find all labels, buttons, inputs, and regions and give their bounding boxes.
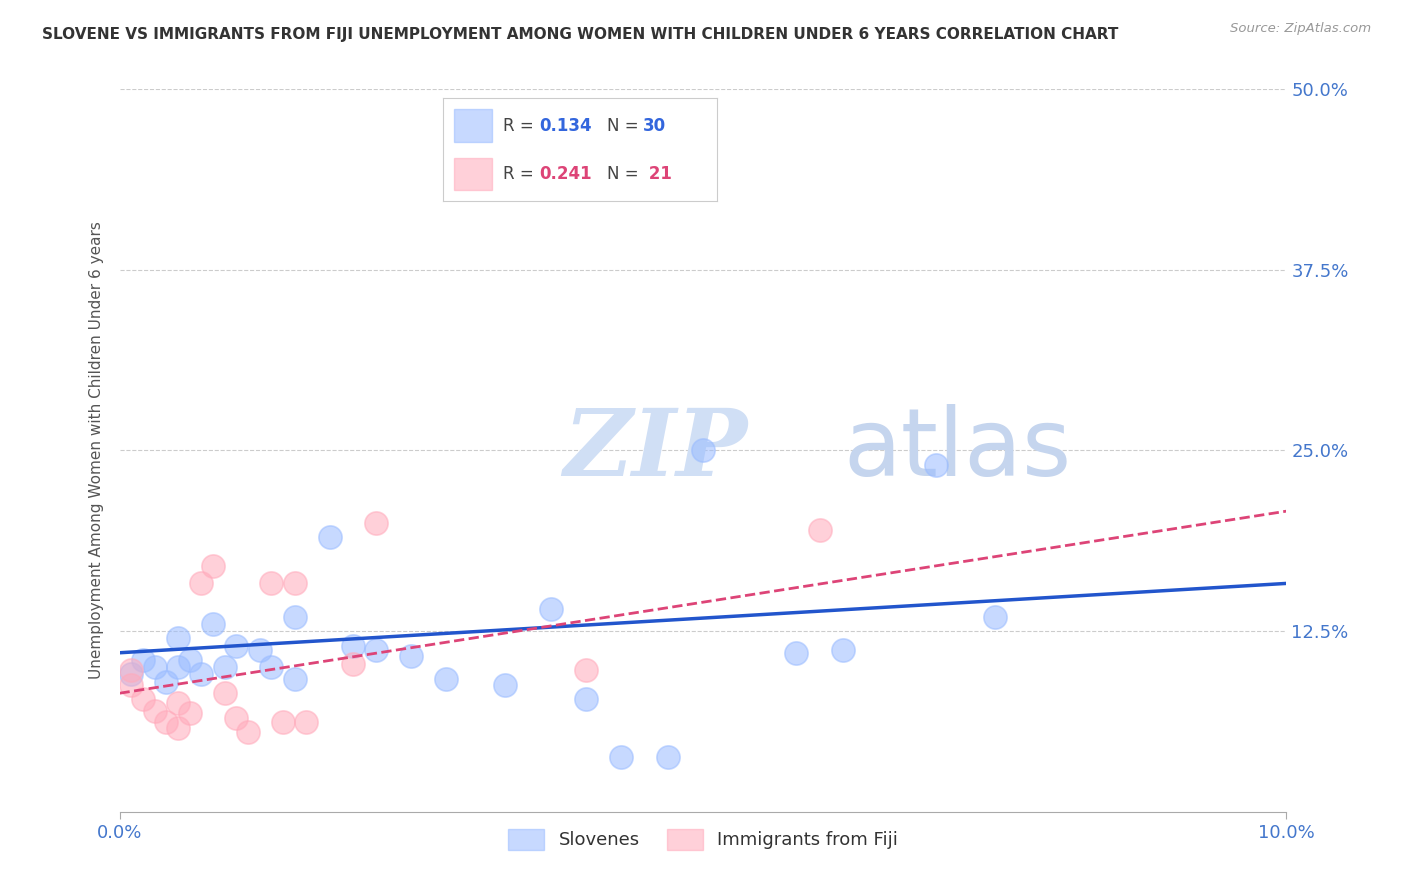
Text: atlas: atlas [844, 404, 1071, 497]
Point [925, 458, 948, 472]
Point [132, 653, 155, 667]
Point [295, 715, 318, 730]
Point [225, 639, 247, 653]
Point [120, 663, 142, 677]
Text: N =: N = [607, 165, 644, 183]
Point [401, 648, 423, 663]
Point [657, 749, 679, 764]
Point [120, 667, 142, 681]
Point [225, 711, 247, 725]
Point [808, 523, 831, 537]
Point [166, 721, 188, 735]
Point [540, 602, 562, 616]
Text: ZIP: ZIP [562, 406, 747, 495]
Point [236, 725, 259, 739]
Text: 0.134: 0.134 [538, 117, 592, 135]
Text: 30: 30 [643, 117, 666, 135]
Point [366, 516, 388, 530]
Point [155, 674, 177, 689]
Text: 0.241: 0.241 [538, 165, 592, 183]
Point [201, 616, 224, 631]
Point [494, 677, 516, 691]
Point [318, 530, 340, 544]
Text: R =: R = [503, 117, 540, 135]
Legend: Slovenes, Immigrants from Fiji: Slovenes, Immigrants from Fiji [501, 822, 905, 857]
Point [366, 643, 388, 657]
Bar [454, 110, 492, 142]
Point [166, 660, 188, 674]
Text: N =: N = [607, 117, 644, 135]
Point [132, 692, 155, 706]
Point [434, 672, 457, 686]
Point [143, 660, 166, 674]
Text: SLOVENE VS IMMIGRANTS FROM FIJI UNEMPLOYMENT AMONG WOMEN WITH CHILDREN UNDER 6 Y: SLOVENE VS IMMIGRANTS FROM FIJI UNEMPLOY… [42, 27, 1119, 42]
Text: R =: R = [503, 165, 540, 183]
Text: 21: 21 [643, 165, 672, 183]
Point [283, 576, 307, 591]
Point [190, 576, 212, 591]
Y-axis label: Unemployment Among Women with Children Under 6 years: Unemployment Among Women with Children U… [89, 221, 104, 680]
Point [249, 643, 271, 657]
Point [214, 686, 236, 700]
Point [260, 660, 283, 674]
Point [179, 706, 201, 721]
Point [143, 704, 166, 718]
Point [155, 715, 177, 730]
Point [575, 692, 598, 706]
Point [166, 632, 188, 646]
Point [785, 646, 807, 660]
Point [283, 672, 307, 686]
Point [214, 660, 236, 674]
Point [692, 443, 714, 458]
Text: Source: ZipAtlas.com: Source: ZipAtlas.com [1230, 22, 1371, 36]
Point [260, 576, 283, 591]
Point [575, 663, 598, 677]
Point [201, 559, 224, 574]
Point [120, 677, 142, 691]
Point [342, 639, 364, 653]
Point [283, 609, 307, 624]
Point [983, 609, 1005, 624]
Point [190, 667, 212, 681]
Point [342, 657, 364, 672]
Point [271, 715, 294, 730]
Point [610, 749, 633, 764]
Point [832, 643, 855, 657]
Bar [454, 158, 492, 190]
Point [179, 653, 201, 667]
Point [166, 696, 188, 710]
